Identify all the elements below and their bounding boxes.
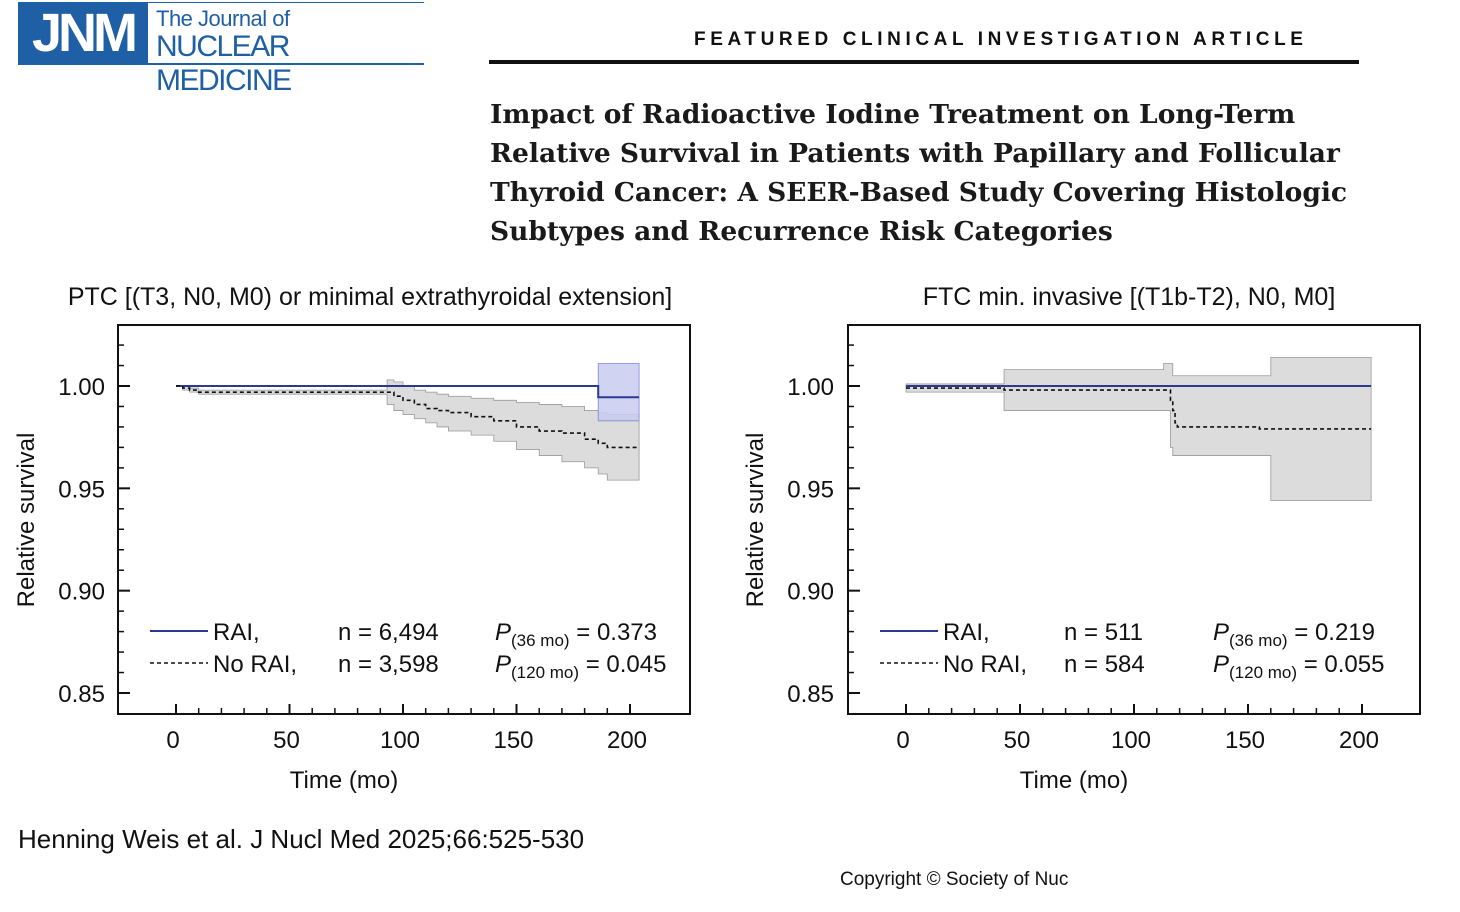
x-tick-label: 150 [1225, 727, 1265, 754]
ci-band-no-rai [905, 356, 1372, 502]
y-tick-label: 1.00 [787, 374, 834, 401]
citation: Henning Weis et al. J Nucl Med 2025;66:5… [18, 824, 585, 854]
x-axis-label: Time (mo) [290, 767, 398, 794]
legend-n-rai: n = 6,494 [338, 619, 439, 646]
x-tick-label: 200 [1339, 727, 1379, 754]
x-tick-label: 100 [380, 727, 420, 754]
ci-band-no-rai [176, 379, 640, 481]
logo-line-2: NUCLEAR MEDICINE [156, 30, 292, 97]
survival-charts: PTC [(T3, N0, M0) or minimal extrathyroi… [13, 283, 1421, 794]
journal-logo: JNM The Journal of NUCLEAR MEDICINE [18, 2, 424, 97]
x-tick-label: 150 [493, 727, 533, 754]
y-tick-label: 0.90 [787, 579, 834, 606]
x-tick-label: 100 [1111, 727, 1151, 754]
y-tick-label: 0.95 [787, 476, 834, 503]
legend-label-rai: RAI, [213, 619, 260, 646]
article-title: Impact of Radioactive Iodine Treatment o… [490, 95, 1370, 251]
chart-title: FTC min. invasive [(T1b-T2), N0, M0] [923, 283, 1336, 311]
section-heading: FEATURED CLINICAL INVESTIGATION ARTICLE [694, 29, 1308, 50]
y-axis-label: Relative survival [742, 433, 769, 608]
title-line-2: Relative Survival in Patients with Papil… [490, 138, 1340, 169]
legend-n-rai: n = 511 [1064, 619, 1143, 646]
p-value-36mo: P(36 mo) = 0.219 [1213, 619, 1375, 650]
legend-label-rai: RAI, [943, 619, 990, 646]
y-tick-label: 0.85 [58, 681, 105, 708]
y-tick-label: 0.85 [787, 681, 834, 708]
x-tick-label: 50 [273, 727, 300, 754]
series-line-rai [176, 385, 640, 399]
p-value-120mo: P(120 mo) = 0.055 [1213, 651, 1384, 682]
series-line-no-rai [906, 387, 1372, 430]
title-line-4: Subtypes and Recurrence Risk Categories [490, 216, 1113, 247]
header-rule [489, 60, 1359, 64]
legend-n-no-rai: n = 584 [1064, 651, 1145, 678]
p-value-36mo: P(36 mo) = 0.373 [495, 619, 657, 650]
series-line-no-rai [176, 385, 640, 449]
p-value-120mo: P(120 mo) = 0.045 [495, 651, 666, 682]
y-axis-label: Relative survival [13, 433, 40, 608]
title-line-3: Thyroid Cancer: A SEER-Based Study Cover… [490, 177, 1348, 208]
x-axis-label: Time (mo) [1020, 767, 1128, 794]
y-tick-label: 0.90 [58, 579, 105, 606]
x-tick-label: 0 [896, 727, 909, 754]
legend-n-no-rai: n = 3,598 [338, 651, 439, 678]
logo-wordmark: The Journal of NUCLEAR MEDICINE [148, 2, 424, 97]
logo-letters: JNM [18, 2, 148, 65]
title-line-1: Impact of Radioactive Iodine Treatment o… [490, 99, 1296, 130]
logo-line-1: The Journal of [156, 6, 290, 31]
copyright: Copyright © Society of Nuc [840, 869, 1069, 890]
y-tick-label: 1.00 [58, 374, 105, 401]
x-tick-label: 50 [1004, 727, 1031, 754]
x-tick-label: 0 [166, 727, 179, 754]
x-tick-label: 200 [607, 727, 647, 754]
legend-label-no-rai: No RAI, [213, 651, 297, 678]
y-tick-label: 0.95 [58, 476, 105, 503]
chart-title: PTC [(T3, N0, M0) or minimal extrathyroi… [68, 283, 672, 311]
legend-label-no-rai: No RAI, [943, 651, 1027, 678]
